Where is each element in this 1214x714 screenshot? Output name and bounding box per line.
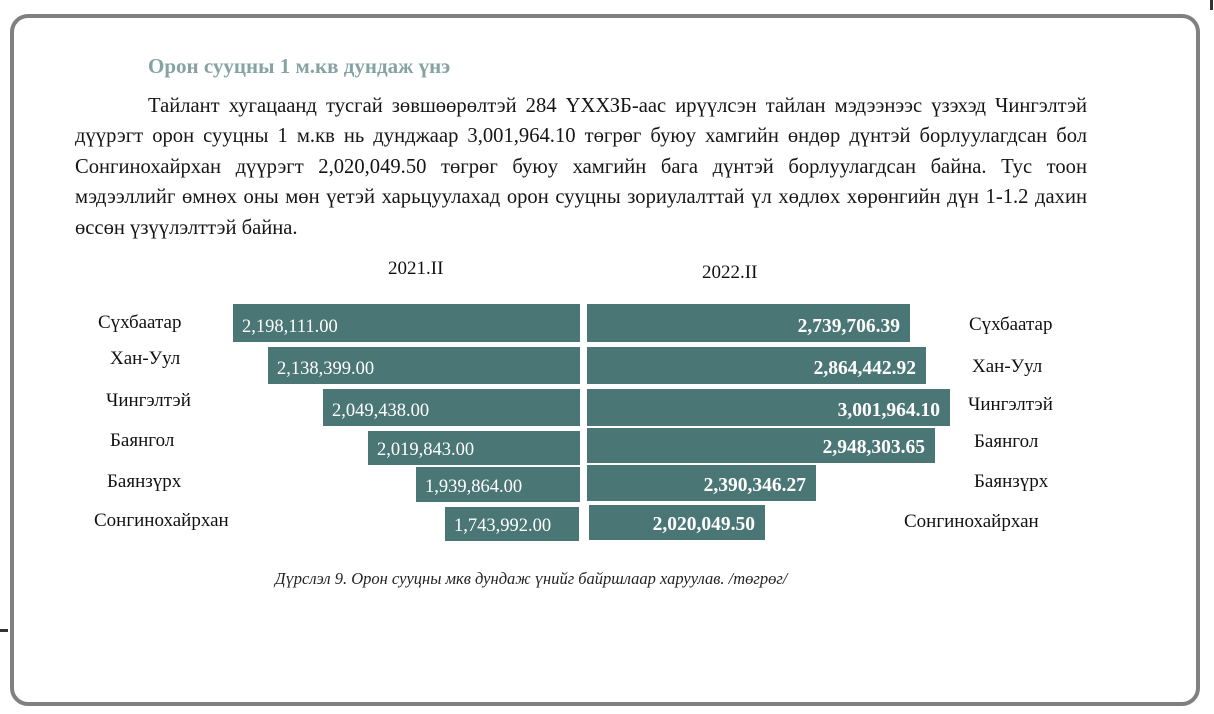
left-category-label: Баянгол — [110, 430, 175, 451]
right-category-label: Сонгинохайрхан — [904, 511, 1039, 532]
body-paragraph: Тайлант хугацаанд тусгай зөвшөөрөлтэй 28… — [75, 95, 1087, 239]
bar-2021-suhbaatar: 2,198,111.00 — [233, 304, 580, 342]
bar-2021-chingeltei: 2,049,438.00 — [323, 389, 580, 426]
bar-value: 1,939,864.00 — [425, 477, 523, 497]
right-category-label: Сүхбаатар — [969, 314, 1053, 335]
edge-mark — [0, 629, 8, 632]
left-series-title: 2021.II — [388, 258, 444, 279]
bar-value: 2,049,438.00 — [332, 401, 430, 421]
left-category-label: Сонгинохайрхан — [94, 510, 229, 531]
figure-caption: Дүрслэл 9. Орон сууцны мкв дундаж үнийг … — [275, 569, 788, 588]
bar-value: 2,019,843.00 — [377, 440, 475, 460]
left-category-label: Баянзүрх — [107, 471, 182, 492]
bar-2022-suhbaatar: 2,739,706.39 — [587, 304, 910, 342]
bar-2021-khan-uul: 2,138,399.00 — [268, 347, 580, 384]
bar-value: 2,198,111.00 — [242, 317, 338, 337]
bar-value: 2,739,706.39 — [797, 316, 900, 337]
section-heading: Орон сууцны 1 м.кв дундаж үнэ — [148, 54, 451, 78]
bar-value: 3,001,964.10 — [837, 400, 940, 421]
bar-2022-chingeltei: 3,001,964.10 — [587, 389, 950, 426]
right-category-label: Чингэлтэй — [968, 394, 1053, 415]
bar-value: 2,390,346.27 — [703, 475, 806, 496]
edge-mark — [1210, 0, 1213, 10]
bar-value: 2,864,442.92 — [813, 358, 916, 379]
document-frame — [10, 14, 1200, 706]
bar-2022-khan-uul: 2,864,442.92 — [587, 347, 926, 384]
bar-value: 2,948,303.65 — [822, 437, 925, 458]
bar-2022-bayanzurkh: 2,390,346.27 — [587, 465, 816, 501]
bar-2022-songinokhairkhan: 2,020,049.50 — [589, 505, 765, 540]
right-category-label: Баянгол — [974, 431, 1039, 452]
bar-2021-bayanzurkh: 1,939,864.00 — [416, 467, 580, 502]
left-category-label: Сүхбаатар — [98, 312, 182, 333]
right-category-label: Баянзүрх — [974, 471, 1049, 492]
left-category-label: Чингэлтэй — [106, 390, 191, 411]
bar-value: 1,743,992.00 — [454, 516, 552, 536]
left-category-label: Хан-Уул — [110, 348, 181, 369]
bar-value: 2,020,049.50 — [652, 514, 755, 535]
bar-value: 2,138,399.00 — [277, 359, 375, 379]
bar-2021-bayangol: 2,019,843.00 — [368, 431, 580, 465]
bar-2022-bayangol: 2,948,303.65 — [587, 428, 935, 463]
bar-2021-songinokhairkhan: 1,743,992.00 — [445, 507, 579, 541]
right-category-label: Хан-Уул — [972, 356, 1043, 377]
right-series-title: 2022.II — [702, 262, 758, 283]
